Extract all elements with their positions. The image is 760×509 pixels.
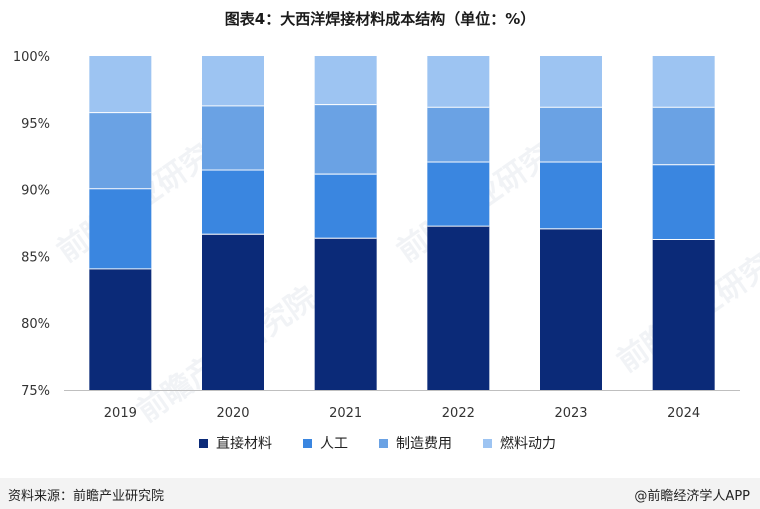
bar-segment bbox=[314, 104, 377, 174]
y-tick-label: 75% bbox=[21, 384, 50, 399]
bar-segment bbox=[89, 112, 152, 189]
bar-segment bbox=[202, 169, 264, 234]
legend-label: 制造费用 bbox=[396, 436, 452, 452]
bar-segment bbox=[652, 239, 715, 390]
bar-segment bbox=[652, 106, 715, 165]
x-tick-label: 2021 bbox=[329, 406, 362, 421]
legend-label: 人工 bbox=[320, 436, 348, 452]
y-tick-label: 85% bbox=[21, 250, 50, 265]
x-tick-label: 2023 bbox=[554, 406, 587, 421]
bar-segment bbox=[427, 225, 490, 390]
x-tick-label: 2022 bbox=[442, 406, 475, 421]
bar-segment bbox=[540, 161, 602, 229]
legend-swatch bbox=[483, 439, 492, 448]
bar-segment bbox=[202, 56, 264, 106]
bar-segment bbox=[89, 56, 152, 113]
bar-segment bbox=[314, 56, 377, 105]
bar-segment bbox=[314, 173, 377, 238]
y-tick-label: 95% bbox=[21, 117, 50, 132]
stacked-bar-chart: 75% 80% 85% 90% 95% 100% 2019 2020 2021 2022 2023 2… bbox=[13, 50, 740, 452]
y-tick-label: 90% bbox=[21, 184, 50, 199]
bar-segment bbox=[540, 56, 602, 107]
legend-label: 燃料动力 bbox=[500, 435, 556, 452]
bar-segment bbox=[202, 233, 264, 390]
x-tick-label: 2020 bbox=[216, 406, 249, 421]
bar-segment bbox=[202, 105, 264, 170]
bar-segment bbox=[89, 268, 152, 390]
chart-title: 图表4：大西洋焊接材料成本结构（单位：%） bbox=[224, 10, 536, 28]
bar-segment bbox=[652, 56, 715, 107]
bar-segment bbox=[427, 106, 490, 162]
bar-segment bbox=[314, 237, 377, 390]
bar-segment bbox=[652, 164, 715, 240]
bar-segment bbox=[89, 188, 152, 269]
source-note: 资料来源：前瞻产业研究院 bbox=[8, 489, 165, 504]
brand-credit: @前瞻经济学人APP bbox=[634, 489, 750, 504]
footer: 资料来源：前瞻产业研究院 @前瞻经济学人APP bbox=[0, 478, 760, 509]
x-tick-label: 2024 bbox=[667, 406, 700, 421]
legend-swatch bbox=[303, 439, 312, 448]
legend-swatch bbox=[379, 439, 388, 448]
legend-swatch bbox=[199, 439, 208, 448]
bar-segment bbox=[540, 106, 602, 162]
y-tick-label: 80% bbox=[21, 317, 50, 332]
y-tick-label: 100% bbox=[13, 50, 50, 65]
bar-segment bbox=[540, 228, 602, 390]
legend-label: 直接材料 bbox=[216, 435, 272, 452]
bar-segment bbox=[427, 56, 490, 107]
bar-segment bbox=[427, 161, 490, 226]
x-tick-label: 2019 bbox=[104, 406, 137, 421]
